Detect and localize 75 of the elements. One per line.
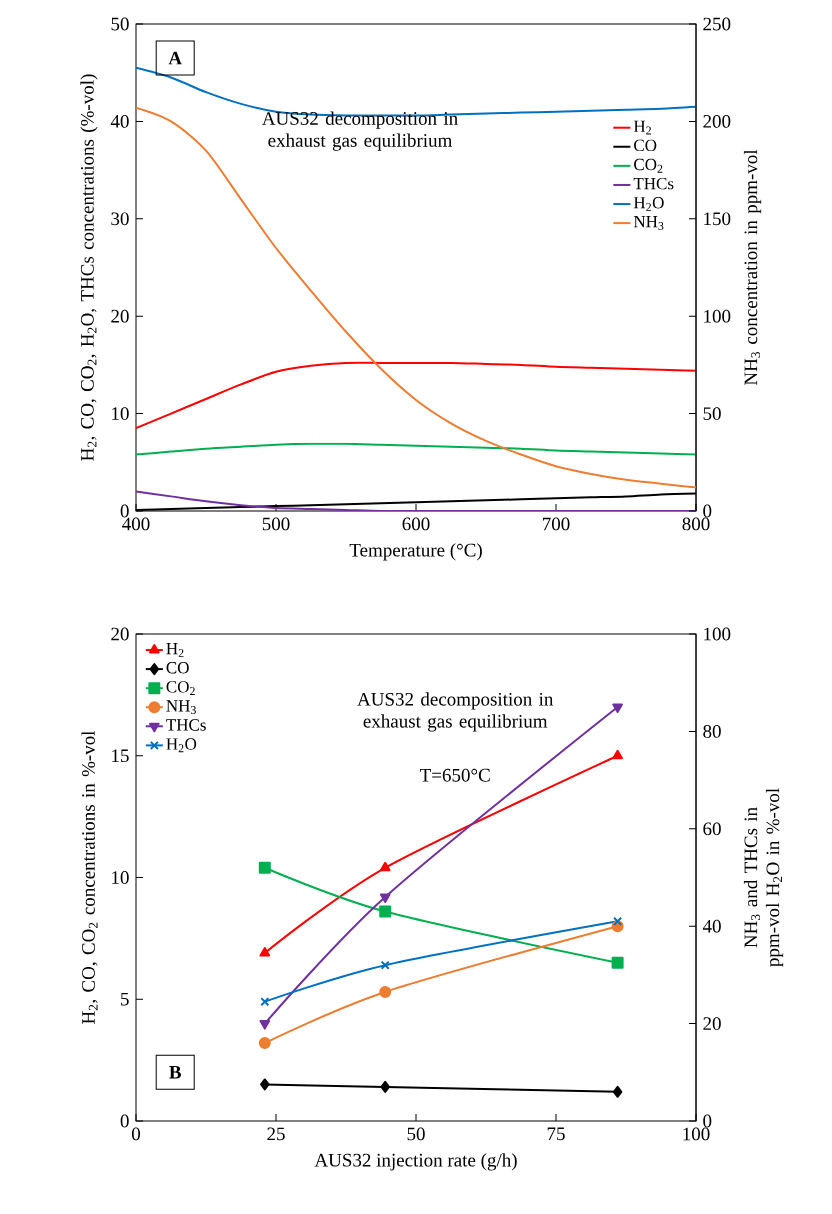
- legend-label: NH$_{3}$: [166, 700, 196, 715]
- point: [380, 1080, 390, 1093]
- y2-tick-label: 150: [704, 212, 731, 226]
- point: [258, 1037, 271, 1050]
- x-axis-title: Temperature (°C): [349, 543, 482, 561]
- y2-tick-label: 100: [704, 627, 731, 641]
- point: [613, 916, 623, 926]
- x-tick-label: 50: [407, 1127, 425, 1141]
- y2-tick-label: 60: [703, 822, 721, 836]
- annotation: A: [168, 51, 182, 65]
- point: [259, 1020, 271, 1030]
- annotation: AUS32 decomposition in exhaust gas equilibrium: [262, 111, 458, 151]
- legend-label: H$_{2}$O: [633, 197, 664, 211]
- y2-tick-label: 50: [703, 407, 721, 420]
- point: [379, 893, 391, 903]
- legend-label: CO$_{2}$: [634, 158, 663, 173]
- x-tick-label: 600: [402, 517, 430, 531]
- line-series: [136, 442, 697, 456]
- point: [380, 960, 390, 970]
- line-series: [136, 361, 697, 430]
- point: [379, 905, 392, 918]
- y2-tick-label: 100: [704, 309, 731, 323]
- point: [612, 1085, 623, 1098]
- y-tick-label: 20: [111, 309, 129, 323]
- y-tick-label: 10: [112, 407, 129, 420]
- x-tick-label: 25: [267, 1127, 285, 1141]
- x-axis-title: AUS32 injection rate (g/h): [314, 1153, 517, 1171]
- y-tick-label: 30: [111, 212, 129, 226]
- point: [258, 861, 271, 874]
- point: [259, 946, 271, 957]
- y-axis-title: H$_{2}$, CO, CO$_{2}$ concentrations in %-vol: [81, 730, 98, 1024]
- y-tick-label: 40: [110, 114, 129, 128]
- point: [612, 703, 623, 714]
- annotation: B: [169, 1066, 182, 1079]
- annotation: T=650°C: [420, 768, 490, 782]
- annotation: AUS32 decomposition in exhaust gas equilibrium: [357, 692, 554, 732]
- y-tick-label: 20: [111, 627, 129, 641]
- y-tick-label: 50: [111, 17, 129, 31]
- point: [379, 861, 391, 872]
- y-axis-title: H$_{2}$, CO, CO$_{2}$, H$_{2}$O, THCs concentrations (%-vol): [80, 74, 98, 461]
- y2-tick-label: 20: [703, 1017, 721, 1031]
- y2-tick-label: 200: [703, 114, 731, 128]
- x-tick-label: 400: [122, 517, 150, 531]
- y2-tick-label: 40: [702, 919, 721, 933]
- legend-label: THCs: [633, 177, 674, 190]
- point: [260, 997, 270, 1007]
- legend-label: CO: [166, 662, 189, 674]
- y-tick-label: 15: [112, 749, 129, 763]
- legend-label: NH$_{3}$: [633, 216, 664, 230]
- point: [379, 985, 392, 998]
- legend-label: H$_{2}$: [633, 120, 651, 135]
- legend-label: H$_{2}$O: [166, 738, 197, 753]
- point: [612, 749, 623, 760]
- x-tick-label: 700: [543, 517, 570, 531]
- y2-tick-label: 80: [703, 724, 721, 738]
- y2-tick-label: 0: [703, 1114, 712, 1128]
- legend-label: CO: [634, 139, 657, 152]
- point: [260, 1078, 270, 1091]
- x-tick-label: 100: [683, 1127, 710, 1141]
- y2-tick-label: 250: [703, 17, 731, 31]
- legend-label: CO$_{2}$: [166, 681, 195, 695]
- x-tick-label: 800: [682, 517, 710, 531]
- x-tick-label: 75: [547, 1127, 565, 1141]
- y-tick-label: 5: [121, 992, 129, 1006]
- y-tick-label: 10: [112, 871, 129, 884]
- y2-axis-title: NH$_{3}$ concentration in ppm-vol: [743, 149, 762, 386]
- line-series: [136, 106, 697, 489]
- x-tick-label: 500: [262, 517, 290, 531]
- x-tick-label: 0: [131, 1127, 141, 1141]
- y-tick-label: 0: [120, 504, 129, 518]
- legend-label: H$_{2}$: [166, 643, 184, 657]
- point: [611, 956, 624, 969]
- y-tick-label: 0: [120, 1114, 129, 1128]
- legend-label: THCs: [166, 719, 206, 731]
- y2-tick-label: 0: [703, 504, 712, 518]
